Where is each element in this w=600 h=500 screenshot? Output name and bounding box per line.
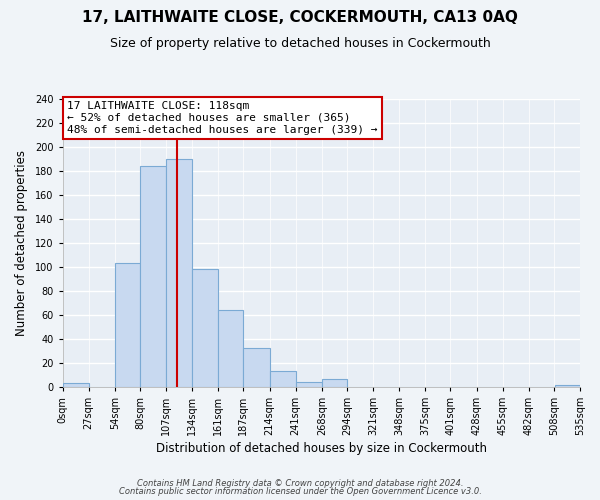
Bar [140, 166, 166, 386]
Bar [218, 310, 244, 386]
Bar [192, 269, 218, 386]
Bar [166, 159, 192, 386]
Text: 17, LAITHWAITE CLOSE, COCKERMOUTH, CA13 0AQ: 17, LAITHWAITE CLOSE, COCKERMOUTH, CA13 … [82, 10, 518, 25]
Text: Contains HM Land Registry data © Crown copyright and database right 2024.: Contains HM Land Registry data © Crown c… [137, 478, 463, 488]
Bar [62, 383, 89, 386]
X-axis label: Distribution of detached houses by size in Cockermouth: Distribution of detached houses by size … [156, 442, 487, 455]
Bar [115, 263, 140, 386]
Y-axis label: Number of detached properties: Number of detached properties [15, 150, 28, 336]
Bar [244, 348, 269, 387]
Bar [296, 382, 322, 386]
Text: Size of property relative to detached houses in Cockermouth: Size of property relative to detached ho… [110, 38, 490, 51]
Bar [269, 371, 296, 386]
Text: 17 LAITHWAITE CLOSE: 118sqm
← 52% of detached houses are smaller (365)
48% of se: 17 LAITHWAITE CLOSE: 118sqm ← 52% of det… [67, 102, 378, 134]
Bar [322, 380, 347, 386]
Text: Contains public sector information licensed under the Open Government Licence v3: Contains public sector information licen… [119, 487, 481, 496]
